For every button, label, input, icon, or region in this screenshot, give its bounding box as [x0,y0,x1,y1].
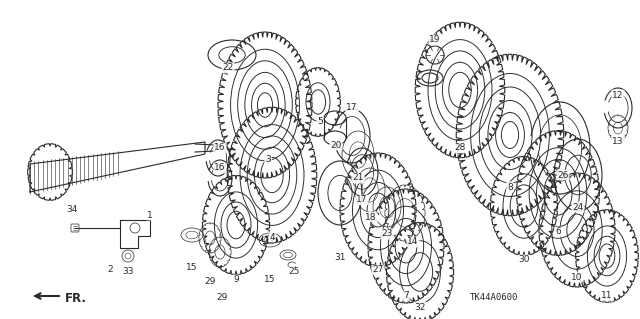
Text: 30: 30 [518,256,530,264]
Text: 12: 12 [612,91,624,100]
Text: 19: 19 [429,35,441,44]
Polygon shape [195,144,215,152]
Text: 6: 6 [555,227,561,236]
Text: 29: 29 [216,293,228,301]
Text: 20: 20 [330,140,342,150]
Text: 22: 22 [222,63,234,72]
Polygon shape [120,220,150,248]
Text: FR.: FR. [65,292,87,305]
Text: 10: 10 [572,272,583,281]
Text: 17: 17 [356,196,368,204]
Text: TK44A0600: TK44A0600 [470,293,518,302]
Text: 2: 2 [107,265,113,275]
Text: 32: 32 [414,302,426,311]
Text: 11: 11 [601,292,612,300]
Text: 3: 3 [265,155,271,165]
Text: 34: 34 [67,205,77,214]
Text: 15: 15 [186,263,198,272]
Text: 25: 25 [288,268,300,277]
Text: 27: 27 [372,265,384,275]
Text: 29: 29 [204,278,216,286]
Text: 13: 13 [612,137,624,146]
Text: 24: 24 [572,203,584,211]
Text: 17: 17 [346,103,358,113]
Text: 8: 8 [507,182,513,191]
Text: 14: 14 [407,238,419,247]
Text: 33: 33 [122,268,134,277]
Text: 21: 21 [352,174,364,182]
Text: 9: 9 [233,276,239,285]
Text: 1: 1 [147,211,153,219]
Text: 23: 23 [381,229,393,239]
Text: 15: 15 [264,276,276,285]
Text: 16: 16 [214,144,226,152]
Text: 26: 26 [557,170,569,180]
Text: 31: 31 [334,254,346,263]
Polygon shape [30,142,205,192]
Text: 5: 5 [317,117,323,127]
Text: 16: 16 [214,164,226,173]
Text: 18: 18 [365,212,377,221]
Text: 7: 7 [403,292,409,300]
Text: 4: 4 [269,233,275,241]
FancyBboxPatch shape [71,224,79,232]
Text: 28: 28 [454,144,466,152]
